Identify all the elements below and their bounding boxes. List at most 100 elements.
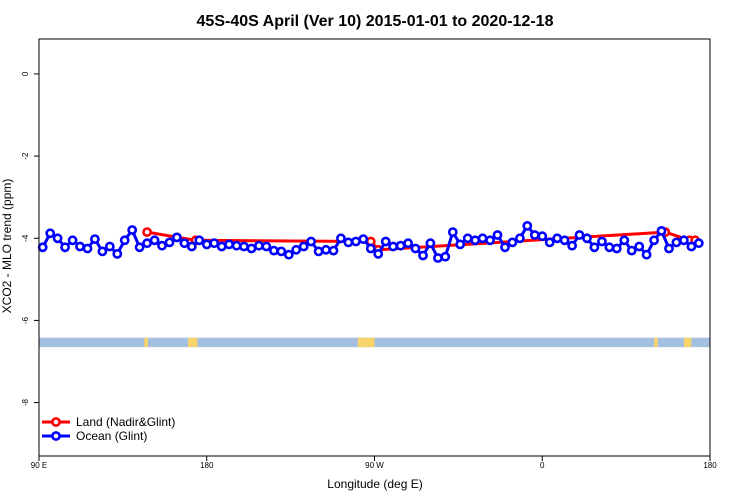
data-point <box>634 241 645 252</box>
x-tick-label: 90 W <box>365 461 384 470</box>
data-point <box>82 243 93 254</box>
data-point <box>231 240 242 251</box>
data-point <box>358 234 369 244</box>
data-point <box>597 236 607 247</box>
data-point <box>134 242 145 253</box>
series-layer <box>37 220 704 263</box>
data-point <box>335 233 346 244</box>
data-point <box>328 245 339 256</box>
data-point <box>142 238 152 249</box>
data-point <box>395 240 406 251</box>
data-point <box>291 244 302 255</box>
data-point <box>492 230 503 240</box>
legend: Land (Nadir&Glint)Ocean (Glint) <box>42 415 175 443</box>
data-point <box>209 238 220 249</box>
data-point <box>477 233 488 244</box>
legend-swatch-marker <box>51 417 61 427</box>
x-tick-label: 0 <box>540 461 545 470</box>
data-point <box>90 234 100 244</box>
land-segment <box>188 337 198 348</box>
legend-label: Ocean (Glint) <box>76 429 147 443</box>
data-point <box>529 230 540 240</box>
data-point <box>268 245 279 256</box>
data-point <box>611 243 622 254</box>
data-point <box>544 237 555 248</box>
data-point <box>403 238 413 249</box>
data-point <box>693 238 704 249</box>
data-point <box>171 232 182 243</box>
data-point <box>522 220 533 231</box>
data-point <box>671 237 682 248</box>
y-tick-label: -6 <box>21 316 30 324</box>
y-tick-label: -4 <box>21 234 30 242</box>
x-axis-title: Longitude (deg E) <box>327 477 422 491</box>
chart-title: 45S-40S April (Ver 10) 2015-01-01 to 202… <box>197 13 554 30</box>
data-point <box>589 242 600 253</box>
x-tick-label: 180 <box>200 461 214 470</box>
data-point <box>142 227 152 237</box>
data-point <box>276 246 287 257</box>
legend-swatch-marker <box>51 431 61 441</box>
data-point <box>626 245 637 256</box>
data-point <box>425 238 436 249</box>
data-point <box>283 249 294 260</box>
data-point <box>157 240 167 251</box>
data-point <box>574 230 585 240</box>
y-axis-title: XCO2 - MLO trend (ppm) <box>0 179 14 314</box>
data-point <box>582 233 592 244</box>
data-point <box>373 248 384 259</box>
x-tick-label: 90 E <box>31 461 47 470</box>
y-tick-label: 0 <box>21 71 30 76</box>
data-point <box>649 235 659 246</box>
land-ocean-mask <box>39 337 710 348</box>
data-point <box>656 225 667 236</box>
data-point <box>75 241 85 252</box>
data-point <box>567 240 577 251</box>
data-point <box>112 248 123 259</box>
data-point <box>410 243 421 254</box>
y-tick-label: -2 <box>21 152 30 160</box>
data-point <box>470 235 481 246</box>
data-point <box>552 233 563 244</box>
data-point <box>455 239 466 250</box>
data-point <box>52 233 63 244</box>
land-segment <box>144 337 149 348</box>
data-point <box>343 237 354 248</box>
data-point <box>186 241 197 252</box>
data-point <box>97 246 108 257</box>
land-segment <box>357 337 375 348</box>
data-point <box>253 240 264 251</box>
y-axis: 0 -2 -4 -6 -8 <box>21 71 39 406</box>
y-tick-label: -8 <box>21 398 30 406</box>
data-point <box>104 241 115 252</box>
data-point <box>194 235 205 246</box>
data-point <box>559 235 570 246</box>
data-point <box>500 242 510 253</box>
data-point <box>201 239 212 250</box>
data-point <box>380 236 391 247</box>
data-point <box>164 237 175 248</box>
data-point <box>507 237 518 248</box>
data-point <box>127 225 138 235</box>
land-segment <box>654 337 658 348</box>
data-point <box>485 235 495 246</box>
data-point <box>447 227 458 237</box>
data-point <box>306 236 316 247</box>
data-point <box>686 241 697 252</box>
data-point <box>321 244 331 255</box>
x-axis: 90 E 180 90 W 0 180 <box>31 456 717 470</box>
data-point <box>313 246 324 257</box>
data-point <box>149 235 160 246</box>
data-point <box>462 233 473 244</box>
data-point <box>619 235 630 246</box>
data-point <box>67 235 78 246</box>
data-point <box>45 228 56 239</box>
legend-label: Land (Nadir&Glint) <box>76 415 175 429</box>
data-point <box>119 235 130 246</box>
data-point <box>604 242 615 253</box>
x-tick-label: 180 <box>703 461 717 470</box>
data-point <box>365 243 376 254</box>
data-point <box>515 233 525 244</box>
data-point <box>432 253 443 263</box>
